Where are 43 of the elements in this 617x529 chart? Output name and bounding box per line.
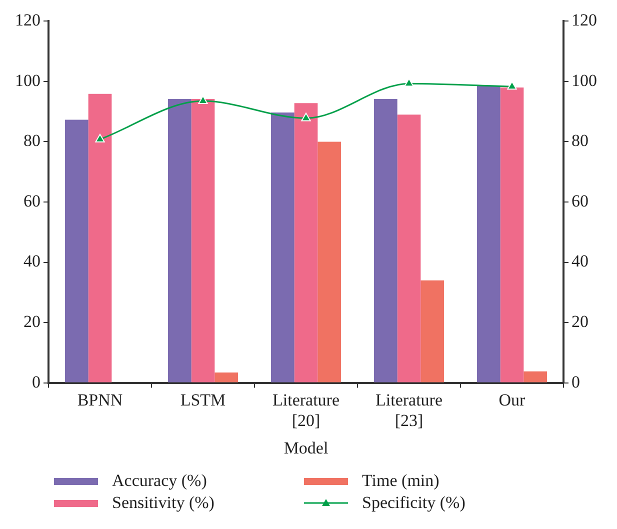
bar [420,280,444,382]
y2-tick-label: 60 [572,191,588,210]
bar [168,98,192,382]
bar [64,120,88,382]
bar [500,87,524,382]
legend-label: Sensitivity (%) [112,493,214,513]
y-tick-label: 120 [15,10,40,30]
y-tick-label: 60 [24,191,40,210]
x-tick-label: Literature [20] [272,390,340,430]
point [95,134,105,142]
y2-tick-label: 20 [572,312,588,331]
x-axis-title: Model [284,438,328,458]
x-tick-label: Literature [23] [375,390,443,430]
bar [191,98,215,382]
x-tick-label: BPNN [77,390,123,410]
bar [374,98,398,382]
y2-tick-label: 40 [572,252,588,271]
point [301,112,311,122]
bar [318,142,342,382]
point [507,81,517,90]
legend-label: Time (min) [362,471,440,491]
y2-tick-label: 80 [572,131,588,150]
legend-label: Accuracy (%) [112,471,207,491]
bar [524,371,548,382]
legend-label: Specificity (%) [362,493,466,513]
point [198,96,208,104]
y-tick-label: 0 [32,372,40,392]
y2-tick-label: 100 [572,70,597,90]
y-tick-label: 100 [15,70,40,90]
y-tick-label: 20 [24,312,40,331]
bar [270,112,294,382]
bar [214,372,238,382]
y-tick-label: 80 [24,131,40,150]
point [404,78,414,87]
bar [294,103,318,382]
y2-tick-label: 0 [572,372,580,392]
bar [88,94,112,382]
bar [476,86,500,382]
y2-tick-label: 120 [572,10,597,30]
bar [397,114,421,382]
x-tick-label: LSTM [180,390,226,410]
y-tick-label: 40 [24,252,40,271]
x-tick-label: Our [498,390,526,410]
